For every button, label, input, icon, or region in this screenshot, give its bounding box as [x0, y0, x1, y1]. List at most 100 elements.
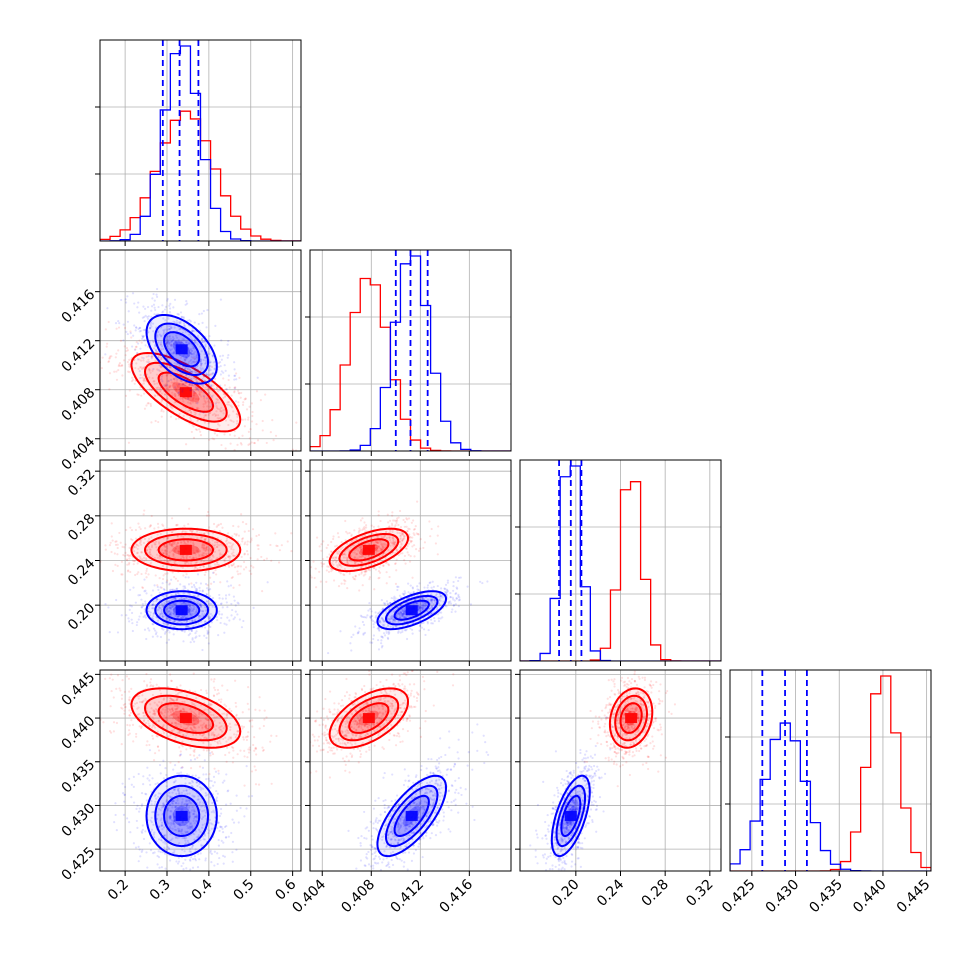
- scatter-point: [209, 617, 212, 620]
- scatter-point: [322, 540, 325, 543]
- scatter-point: [212, 713, 215, 717]
- scatter-point: [229, 555, 232, 558]
- scatter-point: [222, 409, 225, 412]
- scatter-point: [204, 402, 207, 405]
- scatter-point: [203, 399, 206, 403]
- scatter-point: [227, 555, 230, 558]
- scatter-point: [177, 417, 180, 420]
- scatter-point: [135, 326, 138, 329]
- scatter-point: [198, 553, 201, 556]
- scatter-point: [126, 349, 130, 352]
- scatter-point: [217, 523, 221, 526]
- scatter-point: [435, 593, 438, 596]
- scatter-point: [197, 407, 200, 410]
- scatter-point: [430, 601, 434, 604]
- scatter-point: [150, 561, 153, 564]
- scatter-point: [188, 507, 191, 510]
- scatter-point: [135, 732, 138, 736]
- scatter-point: [361, 528, 364, 531]
- scatter-point: [181, 616, 184, 619]
- scatter-point: [240, 725, 244, 728]
- scatter-point: [358, 627, 361, 630]
- scatter-point: [201, 542, 204, 545]
- scatter-point: [159, 532, 162, 536]
- scatter-point: [123, 326, 127, 330]
- panel-frame: [309, 249, 512, 452]
- scatter-point: [350, 540, 353, 544]
- scatter-point: [354, 574, 357, 577]
- scatter-point: [209, 612, 213, 616]
- scatter-point: [168, 311, 172, 314]
- scatter-point: [203, 573, 206, 577]
- scatter-point: [217, 423, 220, 426]
- scatter-point: [388, 575, 391, 579]
- scatter-point: [198, 549, 202, 553]
- scatter-point: [369, 616, 372, 619]
- scatter-point: [193, 413, 196, 417]
- scatter-point: [417, 588, 420, 592]
- scatter-point: [209, 373, 212, 377]
- scatter-point: [208, 347, 211, 350]
- scatter-point: [160, 610, 163, 613]
- scatter-point: [195, 378, 198, 381]
- scatter-point: [249, 427, 252, 431]
- scatter-point: [127, 563, 131, 566]
- scatter-point: [164, 319, 167, 322]
- scatter-point: [150, 421, 153, 424]
- scatter-point: [295, 580, 297, 582]
- scatter-point: [170, 381, 173, 384]
- scatter-point: [331, 568, 334, 571]
- scatter-point: [430, 622, 433, 625]
- scatter-point: [192, 722, 196, 726]
- scatter-point: [214, 688, 217, 692]
- scatter-point: [188, 384, 191, 387]
- scatter-point: [170, 544, 173, 547]
- scatter-point: [160, 348, 163, 351]
- scatter-point: [124, 706, 127, 709]
- scatter-point: [430, 593, 433, 596]
- scatter-point: [164, 551, 167, 554]
- scatter-point: [180, 367, 183, 370]
- scatter-point: [413, 527, 416, 531]
- scatter-point: [119, 364, 122, 368]
- scatter-point: [209, 703, 213, 706]
- scatter-point: [177, 550, 181, 553]
- scatter-point: [208, 411, 211, 415]
- scatter-point: [166, 299, 169, 302]
- scatter-point: [355, 552, 359, 556]
- scatter-point: [223, 364, 226, 367]
- scatter-point: [394, 523, 397, 527]
- scatter-point: [133, 324, 136, 327]
- scatter-point: [203, 374, 207, 377]
- scatter-point: [212, 522, 216, 526]
- scatter-point: [406, 597, 409, 600]
- scatter-point: [238, 392, 241, 395]
- scatter-point: [227, 416, 230, 419]
- scatter-point: [352, 539, 355, 542]
- scatter-point: [219, 384, 222, 387]
- scatter-point: [226, 712, 229, 715]
- scatter-point: [220, 339, 223, 342]
- scatter-point: [159, 389, 162, 392]
- scatter-point: [167, 600, 171, 603]
- scatter-point: [138, 326, 141, 329]
- scatter-point: [196, 380, 199, 383]
- scatter-point: [183, 597, 186, 601]
- scatter-point: [149, 404, 153, 408]
- scatter-point: [155, 352, 159, 356]
- scatter-point: [444, 583, 448, 586]
- scatter-point: [174, 393, 177, 396]
- scatter-point: [349, 642, 352, 645]
- scatter-point: [383, 623, 386, 626]
- scatter-point: [169, 559, 172, 562]
- scatter-point: [202, 391, 206, 394]
- scatter-point: [372, 566, 375, 570]
- scatter-point: [139, 558, 142, 561]
- scatter-point: [212, 731, 215, 734]
- scatter-point: [218, 544, 221, 547]
- scatter-point: [437, 525, 440, 528]
- scatter-point: [172, 342, 176, 346]
- scatter-point: [398, 612, 401, 615]
- scatter-point: [214, 402, 217, 405]
- scatter-point: [190, 609, 193, 612]
